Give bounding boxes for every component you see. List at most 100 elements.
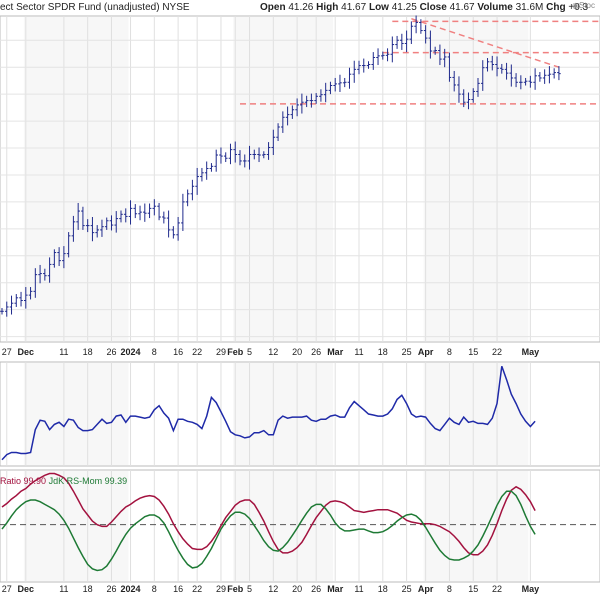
ohlc-bar bbox=[338, 74, 342, 92]
ohlc-bar bbox=[423, 25, 428, 44]
ohlc-bar bbox=[38, 264, 42, 284]
ohlc-bar bbox=[162, 211, 166, 224]
ohlc-bar bbox=[52, 249, 57, 268]
ohlc-bar bbox=[14, 294, 19, 307]
exchange-label: NYSE bbox=[162, 2, 190, 13]
ohlc-bar bbox=[490, 55, 495, 71]
x-tick-label: 8 bbox=[152, 347, 157, 357]
ohlc-bar bbox=[471, 88, 476, 103]
ohlc-bar bbox=[209, 163, 214, 172]
ohlc-bar bbox=[119, 210, 123, 223]
rrg-legend: Ratio 99.90 JdK RS-Mom 99.39 bbox=[0, 476, 127, 486]
x-tick-label: 11 bbox=[354, 584, 363, 594]
volume-label: Volume bbox=[477, 2, 513, 13]
x-tick-label: Dec bbox=[18, 584, 35, 594]
ohlc-bar bbox=[314, 93, 318, 104]
ohlc-bar bbox=[381, 51, 385, 60]
ohlc-bar bbox=[214, 149, 218, 172]
ohlc-bar bbox=[176, 216, 180, 241]
x-tick-label: Mar bbox=[327, 347, 344, 357]
ohlc-bar bbox=[300, 93, 304, 114]
x-tick-label: May bbox=[522, 347, 540, 357]
ohlc-bar bbox=[238, 150, 242, 166]
ohlc-bar bbox=[542, 69, 547, 84]
ohlc-bar bbox=[295, 98, 299, 117]
ohlc-bar bbox=[66, 232, 71, 258]
month-shade bbox=[423, 17, 529, 341]
month-shade bbox=[423, 363, 529, 465]
month-shade bbox=[233, 17, 334, 341]
ohlc-bar bbox=[352, 60, 357, 83]
ohlc-bar bbox=[290, 105, 295, 119]
ohlc-bar bbox=[143, 203, 147, 222]
ohlc-bar bbox=[95, 225, 99, 238]
ohlc-bar bbox=[528, 75, 533, 88]
x-tick-label: Dec bbox=[18, 347, 35, 357]
ohlc-bar bbox=[71, 215, 76, 242]
open-label: Open bbox=[260, 2, 286, 13]
x-tick-label: 18 bbox=[83, 347, 93, 357]
ohlc-bar bbox=[128, 200, 133, 225]
x-tick-label: 22 bbox=[192, 584, 202, 594]
ohlc-bar bbox=[100, 219, 104, 237]
month-shade bbox=[23, 363, 129, 465]
x-tick-label: 16 bbox=[173, 584, 183, 594]
close-value: 41.67 bbox=[449, 2, 475, 13]
x-tick-label: 2024 bbox=[121, 584, 141, 594]
chg-label: Chg bbox=[546, 2, 566, 13]
ohlc-bar bbox=[166, 210, 171, 238]
ohlc-bar bbox=[485, 58, 490, 72]
ohlc-bar bbox=[271, 129, 276, 156]
x-tick-label: Apr bbox=[418, 584, 434, 594]
ohlc-bar bbox=[304, 95, 309, 108]
ohlc-bar bbox=[19, 291, 23, 307]
x-tick-label: 5 bbox=[247, 584, 252, 594]
ohlc-bar bbox=[138, 205, 142, 221]
ohlc-bar bbox=[4, 301, 9, 317]
chart-title-row: ect Sector SPDR Fund (unadjusted) NYSE bbox=[0, 2, 190, 13]
ohlc-bar bbox=[557, 66, 561, 81]
x-tick-label: 22 bbox=[492, 347, 502, 357]
x-tick-label: 27 bbox=[2, 347, 12, 357]
ohlc-bar bbox=[185, 189, 190, 207]
ohlc-bar bbox=[47, 257, 52, 283]
ohlc-bar bbox=[428, 30, 433, 59]
ohlc-bar bbox=[109, 215, 114, 231]
rs-mom-line bbox=[1, 490, 536, 572]
ohlc-bar bbox=[90, 216, 95, 242]
ohlc-bar bbox=[361, 58, 366, 73]
ohlc-bar bbox=[376, 48, 380, 66]
ohlc-bar bbox=[171, 226, 176, 239]
x-tick-label: 15 bbox=[468, 584, 478, 594]
x-tick-label: Feb bbox=[227, 347, 244, 357]
ohlc-bar bbox=[447, 52, 452, 82]
x-tick-label: 18 bbox=[378, 584, 388, 594]
ohlc-bar bbox=[262, 151, 266, 159]
x-tick-label: 22 bbox=[192, 347, 202, 357]
ohlc-bar bbox=[190, 179, 195, 201]
ohlc-bar bbox=[257, 147, 261, 163]
brand-text: Stoc bbox=[578, 1, 595, 10]
ohlc-bar bbox=[328, 81, 333, 95]
ohlc-bar bbox=[333, 77, 337, 92]
ohlc-bar bbox=[242, 154, 247, 168]
x-tick-label: 26 bbox=[106, 347, 116, 357]
ohlc-bar bbox=[395, 35, 399, 49]
ohlc-bar bbox=[200, 167, 204, 182]
ohlc-bar bbox=[400, 33, 404, 50]
ohlc-bar bbox=[419, 19, 423, 34]
x-tick-label: 8 bbox=[152, 584, 157, 594]
x-tick-label: May bbox=[522, 584, 540, 594]
ohlc-bar bbox=[404, 30, 409, 53]
ohlc-bar bbox=[347, 67, 352, 89]
open-value: 41.26 bbox=[288, 2, 314, 13]
brand-watermark: ◉Stoc bbox=[572, 1, 595, 10]
ohlc-bar bbox=[461, 89, 466, 108]
ohlc-bar bbox=[476, 77, 480, 97]
volume-value: 31.6M bbox=[515, 2, 544, 13]
x-tick-label: 18 bbox=[83, 584, 93, 594]
ohlc-bar bbox=[33, 268, 38, 298]
ohlc-bar bbox=[547, 66, 552, 84]
low-label: Low bbox=[368, 2, 389, 13]
